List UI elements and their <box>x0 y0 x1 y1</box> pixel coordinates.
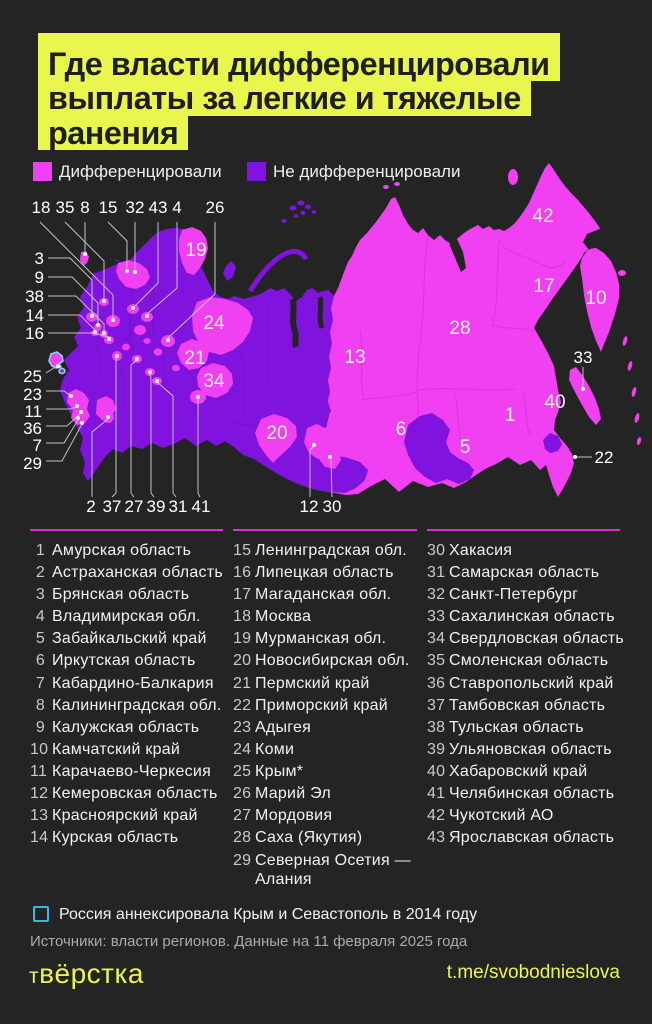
svg-text:13: 13 <box>344 347 365 368</box>
svg-text:29: 29 <box>23 454 42 473</box>
svg-text:12: 12 <box>300 497 319 516</box>
svg-text:38: 38 <box>25 287 44 306</box>
svg-text:18: 18 <box>32 198 51 217</box>
svg-text:8: 8 <box>80 198 89 217</box>
svg-text:1: 1 <box>505 405 516 426</box>
svg-text:28: 28 <box>449 318 470 339</box>
svg-text:5: 5 <box>460 437 471 458</box>
svg-text:21: 21 <box>184 348 205 369</box>
svg-text:31: 31 <box>169 497 188 516</box>
svg-text:33: 33 <box>574 348 593 367</box>
svg-text:14: 14 <box>25 306 44 325</box>
svg-text:25: 25 <box>23 367 42 386</box>
svg-text:4: 4 <box>172 198 181 217</box>
svg-text:41: 41 <box>192 497 211 516</box>
svg-text:7: 7 <box>33 436 42 455</box>
svg-text:30: 30 <box>323 497 342 516</box>
svg-text:24: 24 <box>203 313 225 334</box>
svg-text:40: 40 <box>544 392 565 413</box>
svg-text:22: 22 <box>595 448 614 467</box>
svg-text:19: 19 <box>185 240 206 261</box>
svg-text:11: 11 <box>24 402 42 421</box>
svg-text:16: 16 <box>25 324 44 343</box>
svg-text:37: 37 <box>103 497 122 516</box>
svg-text:9: 9 <box>35 268 44 287</box>
svg-text:43: 43 <box>149 198 168 217</box>
svg-text:3: 3 <box>35 249 44 268</box>
svg-text:2: 2 <box>86 497 95 516</box>
svg-text:15: 15 <box>99 198 118 217</box>
svg-text:17: 17 <box>533 276 554 297</box>
svg-text:36: 36 <box>23 419 42 438</box>
svg-text:10: 10 <box>585 288 606 309</box>
svg-text:34: 34 <box>203 371 225 392</box>
svg-text:27: 27 <box>125 497 144 516</box>
svg-text:39: 39 <box>147 497 166 516</box>
svg-text:35: 35 <box>56 198 75 217</box>
svg-text:6: 6 <box>396 419 407 440</box>
svg-text:26: 26 <box>206 198 225 217</box>
svg-text:32: 32 <box>126 198 145 217</box>
svg-text:23: 23 <box>23 385 42 404</box>
svg-text:20: 20 <box>266 423 287 444</box>
svg-text:42: 42 <box>532 206 553 227</box>
